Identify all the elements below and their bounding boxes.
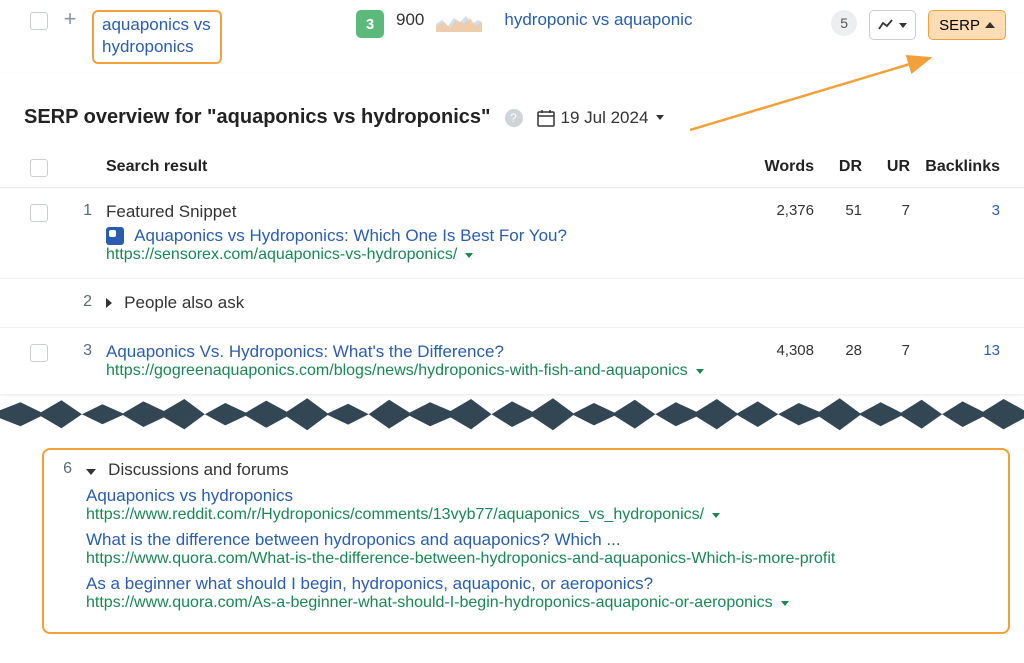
forum-section-label: Discussions and forums <box>108 460 288 479</box>
discussions-forums-highlight: 6 Discussions and forums Aquaponics vs h… <box>42 448 1010 634</box>
keyword-row: + aquaponics vs hydroponics 3 900 hydrop… <box>0 0 1024 74</box>
result-words: 4,308 <box>742 342 814 359</box>
serp-result-row: 2 People also ask <box>0 279 1024 328</box>
url-dropdown-icon[interactable] <box>712 513 720 518</box>
serp-button[interactable]: SERP <box>928 10 1006 40</box>
serp-result-row: 3 Aquaponics Vs. Hydroponics: What's the… <box>0 328 1024 394</box>
result-url-link[interactable]: https://sensorex.com/aquaponics-vs-hydro… <box>106 246 457 263</box>
keyword-link[interactable]: aquaponics vs hydroponics <box>102 15 211 56</box>
parent-keyword-link[interactable]: hydroponic vs aquaponic <box>504 10 692 30</box>
result-dr: 51 <box>814 202 862 219</box>
result-title-link[interactable]: Aquaponics vs Hydroponics: Which One Is … <box>134 226 567 245</box>
result-position: 6 <box>44 460 86 478</box>
trend-icon <box>878 18 894 32</box>
result-checkbox[interactable] <box>30 204 48 222</box>
keyword-highlight-box: aquaponics vs hydroponics <box>92 10 222 64</box>
forum-result-title[interactable]: What is the difference between hydroponi… <box>86 530 621 549</box>
serp-overview-panel: SERP overview for "aquaponics vs hydropo… <box>0 74 1024 394</box>
url-dropdown-icon[interactable] <box>781 601 789 606</box>
result-title-link[interactable]: Aquaponics Vs. Hydroponics: What's the D… <box>106 342 504 361</box>
forum-result-url[interactable]: https://www.reddit.com/r/Hydroponics/com… <box>86 506 704 523</box>
result-ur: 7 <box>862 342 910 359</box>
result-backlinks-link[interactable]: 13 <box>910 342 1000 359</box>
featured-snippet-icon <box>106 227 124 245</box>
col-ur[interactable]: UR <box>862 158 910 176</box>
add-keyword-button[interactable]: + <box>60 10 80 30</box>
kd-badge: 3 <box>356 10 384 38</box>
col-backlinks[interactable]: Backlinks <box>910 158 1000 176</box>
result-backlinks-link[interactable]: 3 <box>910 202 1000 219</box>
url-dropdown-icon[interactable] <box>465 253 473 258</box>
result-position: 2 <box>64 293 92 311</box>
trend-sparkline <box>436 10 482 32</box>
date-label: 19 Jul 2024 <box>561 108 649 128</box>
col-dr[interactable]: DR <box>814 158 862 176</box>
serp-overview-title: SERP overview for "aquaponics vs hydropo… <box>24 106 491 129</box>
serp-overview-header: SERP overview for "aquaponics vs hydropo… <box>0 90 1024 147</box>
chevron-down-icon <box>656 115 664 120</box>
result-url-link[interactable]: https://gogreenaquaponics.com/blogs/news… <box>106 362 688 379</box>
forum-result-url[interactable]: https://www.quora.com/What-is-the-differ… <box>86 550 835 567</box>
result-position: 3 <box>64 342 92 360</box>
serp-features-count: 5 <box>831 10 857 36</box>
result-words: 2,376 <box>742 202 814 219</box>
help-icon[interactable]: ? <box>505 109 523 127</box>
url-dropdown-icon[interactable] <box>696 369 704 374</box>
search-volume: 900 <box>396 10 424 30</box>
date-picker[interactable]: 19 Jul 2024 <box>537 108 665 128</box>
position-history-dropdown[interactable] <box>869 10 916 40</box>
chevron-down-icon <box>899 23 907 28</box>
calendar-icon <box>537 109 555 127</box>
result-dr: 28 <box>814 342 862 359</box>
col-words[interactable]: Words <box>742 158 814 176</box>
result-ur: 7 <box>862 202 910 219</box>
forum-result-title[interactable]: As a beginner what should I begin, hydro… <box>86 574 653 593</box>
torn-separator <box>0 394 1024 434</box>
expand-icon[interactable] <box>106 298 112 308</box>
caret-up-icon <box>985 22 995 28</box>
forum-result-title[interactable]: Aquaponics vs hydroponics <box>86 486 293 505</box>
serp-button-label: SERP <box>939 17 980 34</box>
result-type-label: Featured Snippet <box>106 202 742 222</box>
forum-result-url[interactable]: https://www.quora.com/As-a-beginner-what… <box>86 594 773 611</box>
serp-result-row: 1 Featured Snippet Aquaponics vs Hydropo… <box>0 188 1024 279</box>
result-position: 1 <box>64 202 92 220</box>
serp-table-header: Search result Words DR UR Backlinks <box>0 147 1024 188</box>
collapse-icon[interactable] <box>86 469 96 475</box>
select-all-checkbox[interactable] <box>30 159 48 177</box>
result-checkbox[interactable] <box>30 344 48 362</box>
col-search-result[interactable]: Search result <box>106 158 742 176</box>
result-type-label: People also ask <box>124 293 244 312</box>
row-checkbox[interactable] <box>30 12 48 30</box>
